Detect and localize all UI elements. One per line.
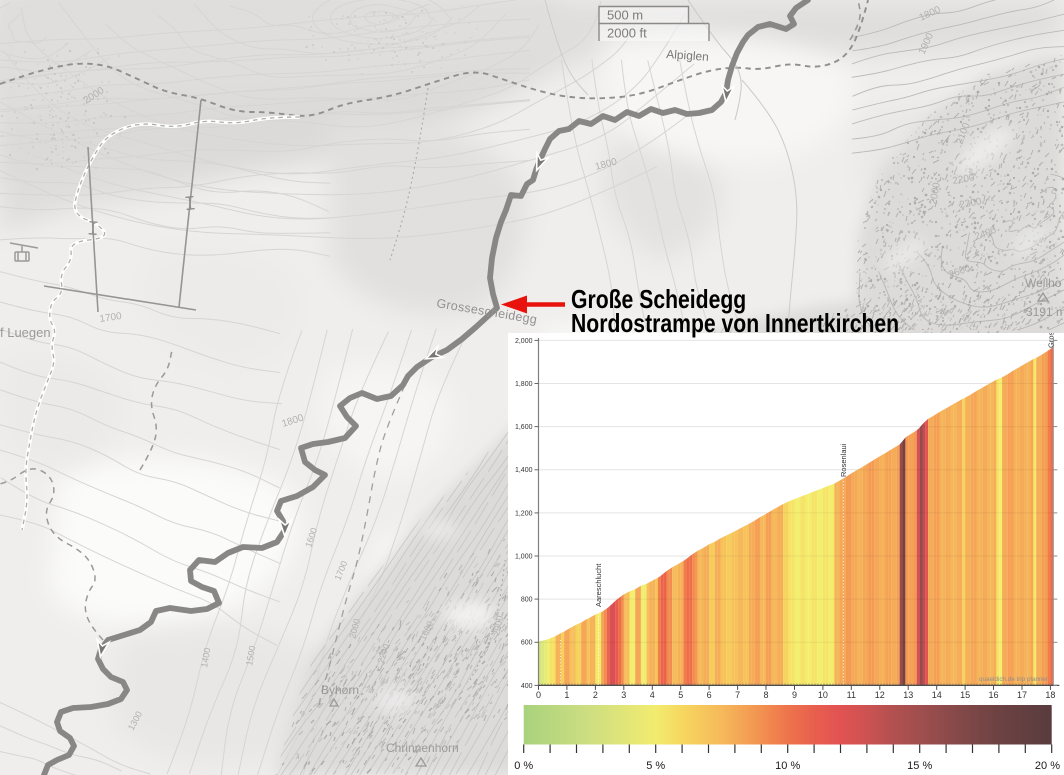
svg-text:7: 7: [735, 690, 740, 700]
svg-text:Wellho: Wellho: [1025, 276, 1062, 290]
svg-text:15: 15: [960, 690, 970, 700]
svg-text:2200: 2200: [952, 172, 976, 187]
svg-text:5 %: 5 %: [646, 760, 665, 772]
svg-text:2000 ft: 2000 ft: [607, 26, 647, 41]
svg-text:11: 11: [847, 690, 856, 700]
svg-text:2000: 2000: [928, 181, 943, 205]
svg-text:800: 800: [521, 597, 533, 604]
svg-text:1500: 1500: [244, 645, 257, 666]
svg-text:3191 m: 3191 m: [1026, 305, 1064, 319]
svg-text:1,600: 1,600: [515, 424, 533, 431]
svg-text:Aareschlucht: Aareschlucht: [594, 563, 603, 607]
svg-text:0 %: 0 %: [514, 760, 533, 772]
svg-text:500 m: 500 m: [607, 8, 643, 23]
svg-text:1: 1: [564, 690, 569, 700]
svg-text:12: 12: [875, 690, 885, 700]
svg-text:Grosse Scheidegg: Grosse Scheidegg: [1047, 333, 1056, 348]
svg-text:18: 18: [1045, 690, 1055, 700]
svg-text:Chrinnenhorn: Chrinnenhorn: [386, 741, 459, 755]
svg-text:quaeldich.de trip planner: quaeldich.de trip planner: [979, 676, 1048, 683]
svg-text:4: 4: [650, 690, 655, 700]
svg-text:Alpiglen: Alpiglen: [666, 47, 710, 64]
svg-text:400: 400: [521, 683, 533, 690]
svg-text:1700: 1700: [99, 311, 123, 325]
svg-text:Rosenlaui: Rosenlaui: [839, 443, 848, 477]
svg-text:0: 0: [536, 690, 541, 700]
svg-text:1,000: 1,000: [515, 553, 533, 560]
svg-text:Byhorn: Byhorn: [321, 683, 359, 697]
svg-text:2300: 2300: [959, 196, 983, 211]
svg-text:1,400: 1,400: [515, 467, 533, 474]
svg-text:6: 6: [707, 690, 712, 700]
svg-text:5: 5: [678, 690, 683, 700]
svg-text:8: 8: [763, 690, 768, 700]
svg-text:20 %: 20 %: [1035, 760, 1060, 772]
svg-text:13: 13: [903, 690, 913, 700]
svg-text:17: 17: [1017, 690, 1027, 700]
svg-text:1,800: 1,800: [515, 381, 533, 388]
svg-text:16: 16: [988, 690, 998, 700]
svg-text:1400: 1400: [199, 647, 212, 668]
svg-text:15 %: 15 %: [907, 760, 932, 772]
svg-text:10 %: 10 %: [775, 760, 800, 772]
svg-text:3: 3: [621, 690, 626, 700]
svg-text:2,000: 2,000: [515, 338, 533, 345]
svg-text:600: 600: [521, 640, 533, 647]
svg-text:10: 10: [818, 690, 828, 700]
svg-text:9: 9: [792, 690, 797, 700]
svg-text:14: 14: [932, 690, 942, 700]
svg-text:2900: 2900: [491, 615, 505, 637]
svg-text:f Luegen: f Luegen: [0, 325, 51, 340]
svg-text:1,200: 1,200: [515, 510, 533, 517]
svg-text:2: 2: [593, 690, 598, 700]
